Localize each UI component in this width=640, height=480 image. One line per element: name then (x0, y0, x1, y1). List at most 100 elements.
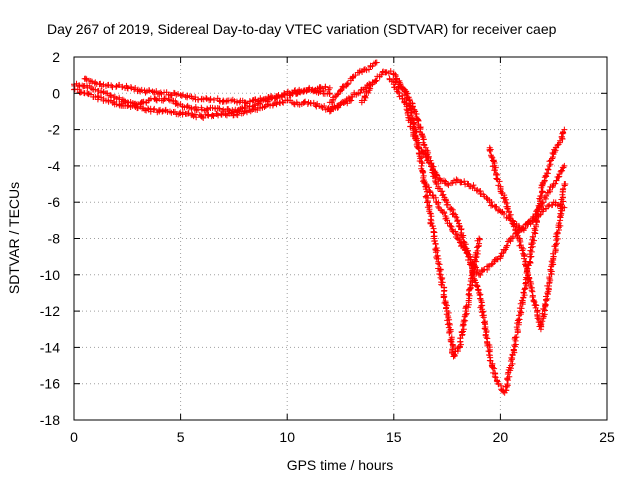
data-point-interp (533, 221, 540, 228)
ticks (73, 56, 608, 421)
data-point-interp (541, 306, 548, 313)
data-point-interp (538, 321, 545, 328)
data-point-interp (557, 168, 564, 175)
data-point-interp (174, 102, 181, 109)
data-point-interp (453, 176, 460, 183)
data-point-interp (527, 247, 534, 254)
data-point-interp (535, 206, 542, 213)
data-point-interp (506, 373, 513, 380)
data-point-interp (546, 158, 553, 165)
data-point (454, 217, 461, 224)
data-point-interp (474, 286, 481, 293)
y-tick-label: -4 (48, 158, 61, 174)
data-point-interp (523, 263, 530, 270)
data-point-interp (349, 74, 356, 81)
data-point-interp (448, 338, 455, 345)
data-point-interp (546, 274, 553, 281)
y-tick-label: -6 (48, 194, 61, 210)
data-point-interp (538, 200, 545, 207)
data-point-interp (205, 111, 212, 118)
data-point-interp (365, 89, 372, 96)
data-point (124, 103, 131, 110)
data-point-interp (421, 150, 428, 157)
data-point-interp (476, 240, 483, 247)
data-point-interp (507, 211, 514, 218)
data-point-interp (559, 167, 566, 174)
chart-title: Day 267 of 2019, Sidereal Day-to-day VTE… (47, 21, 557, 37)
data-point (544, 289, 551, 296)
data-point-interp (483, 334, 490, 341)
data-point-interp (460, 317, 467, 324)
data-point-interp (409, 103, 416, 110)
data-point (198, 113, 205, 120)
data-point-interp (504, 242, 511, 249)
data-point-interp (151, 105, 158, 112)
data-point-interp (251, 102, 258, 109)
data-point-interp (513, 334, 520, 341)
data-point-interp (142, 89, 149, 96)
data-point-interp (530, 298, 537, 305)
data-point-interp (195, 96, 202, 103)
data-point (326, 90, 333, 97)
data-point-interp (534, 207, 541, 214)
data-point-interp (477, 271, 484, 278)
data-point-interp (476, 236, 483, 243)
data-point-interp (289, 90, 296, 97)
y-tick-label: -16 (40, 376, 60, 392)
data-point-interp (306, 84, 313, 91)
data-point-interp (537, 193, 544, 200)
data-point-interp (340, 83, 347, 90)
data-point-interp (344, 80, 351, 87)
data-point-interp (518, 305, 525, 312)
x-tick-label: 25 (599, 429, 615, 445)
data-point-interp (434, 252, 441, 259)
data-point-interp (419, 132, 426, 139)
data-point-interp (504, 382, 511, 389)
data-point-interp (490, 158, 497, 165)
data-point-interp (255, 98, 262, 105)
data-point-interp (337, 87, 344, 94)
data-point-interp (500, 210, 507, 217)
data-point-interp (222, 111, 229, 118)
data-point-interp (539, 188, 546, 195)
data-point-interp (556, 220, 563, 227)
data-point-interp (105, 81, 112, 88)
data-point (561, 181, 568, 188)
data-point (518, 244, 525, 251)
data-point-interp (459, 234, 466, 241)
data-point (422, 181, 429, 188)
x-tick-label: 10 (279, 429, 295, 445)
data-point-interp (547, 277, 554, 284)
data-point-interp (396, 90, 403, 97)
data-point (561, 204, 568, 211)
data-point-interp (328, 99, 335, 106)
data-point-interp (162, 95, 169, 102)
data-point-interp (529, 233, 536, 240)
data-point-interp (444, 201, 451, 208)
data-point-interp (419, 169, 426, 176)
data-point-interp (483, 327, 490, 334)
data-point-interp (496, 206, 503, 213)
data-point-interp (541, 194, 548, 201)
data-point-interp (367, 85, 374, 92)
y-tick-label: -14 (40, 339, 60, 355)
data-point-interp (357, 89, 364, 96)
data-point-interp (361, 93, 368, 100)
data-point-interp (210, 97, 217, 104)
data-point-interp (87, 78, 94, 85)
data-point-interp (395, 85, 402, 92)
data-point-interp (491, 365, 498, 372)
data-point-interp (480, 314, 487, 321)
data-point-interp (526, 275, 533, 282)
data-point-interp (488, 261, 495, 268)
data-point-interp (430, 163, 437, 170)
data-point-interp (412, 110, 419, 117)
data-point-interp (531, 237, 538, 244)
data-point-interp (539, 199, 546, 206)
data-point-interp (451, 351, 458, 358)
data-point-interp (489, 364, 496, 371)
data-point-interp (559, 194, 566, 201)
data-point-interp (296, 88, 303, 95)
data-point-interp (524, 267, 531, 274)
data-point-interp (503, 387, 510, 394)
